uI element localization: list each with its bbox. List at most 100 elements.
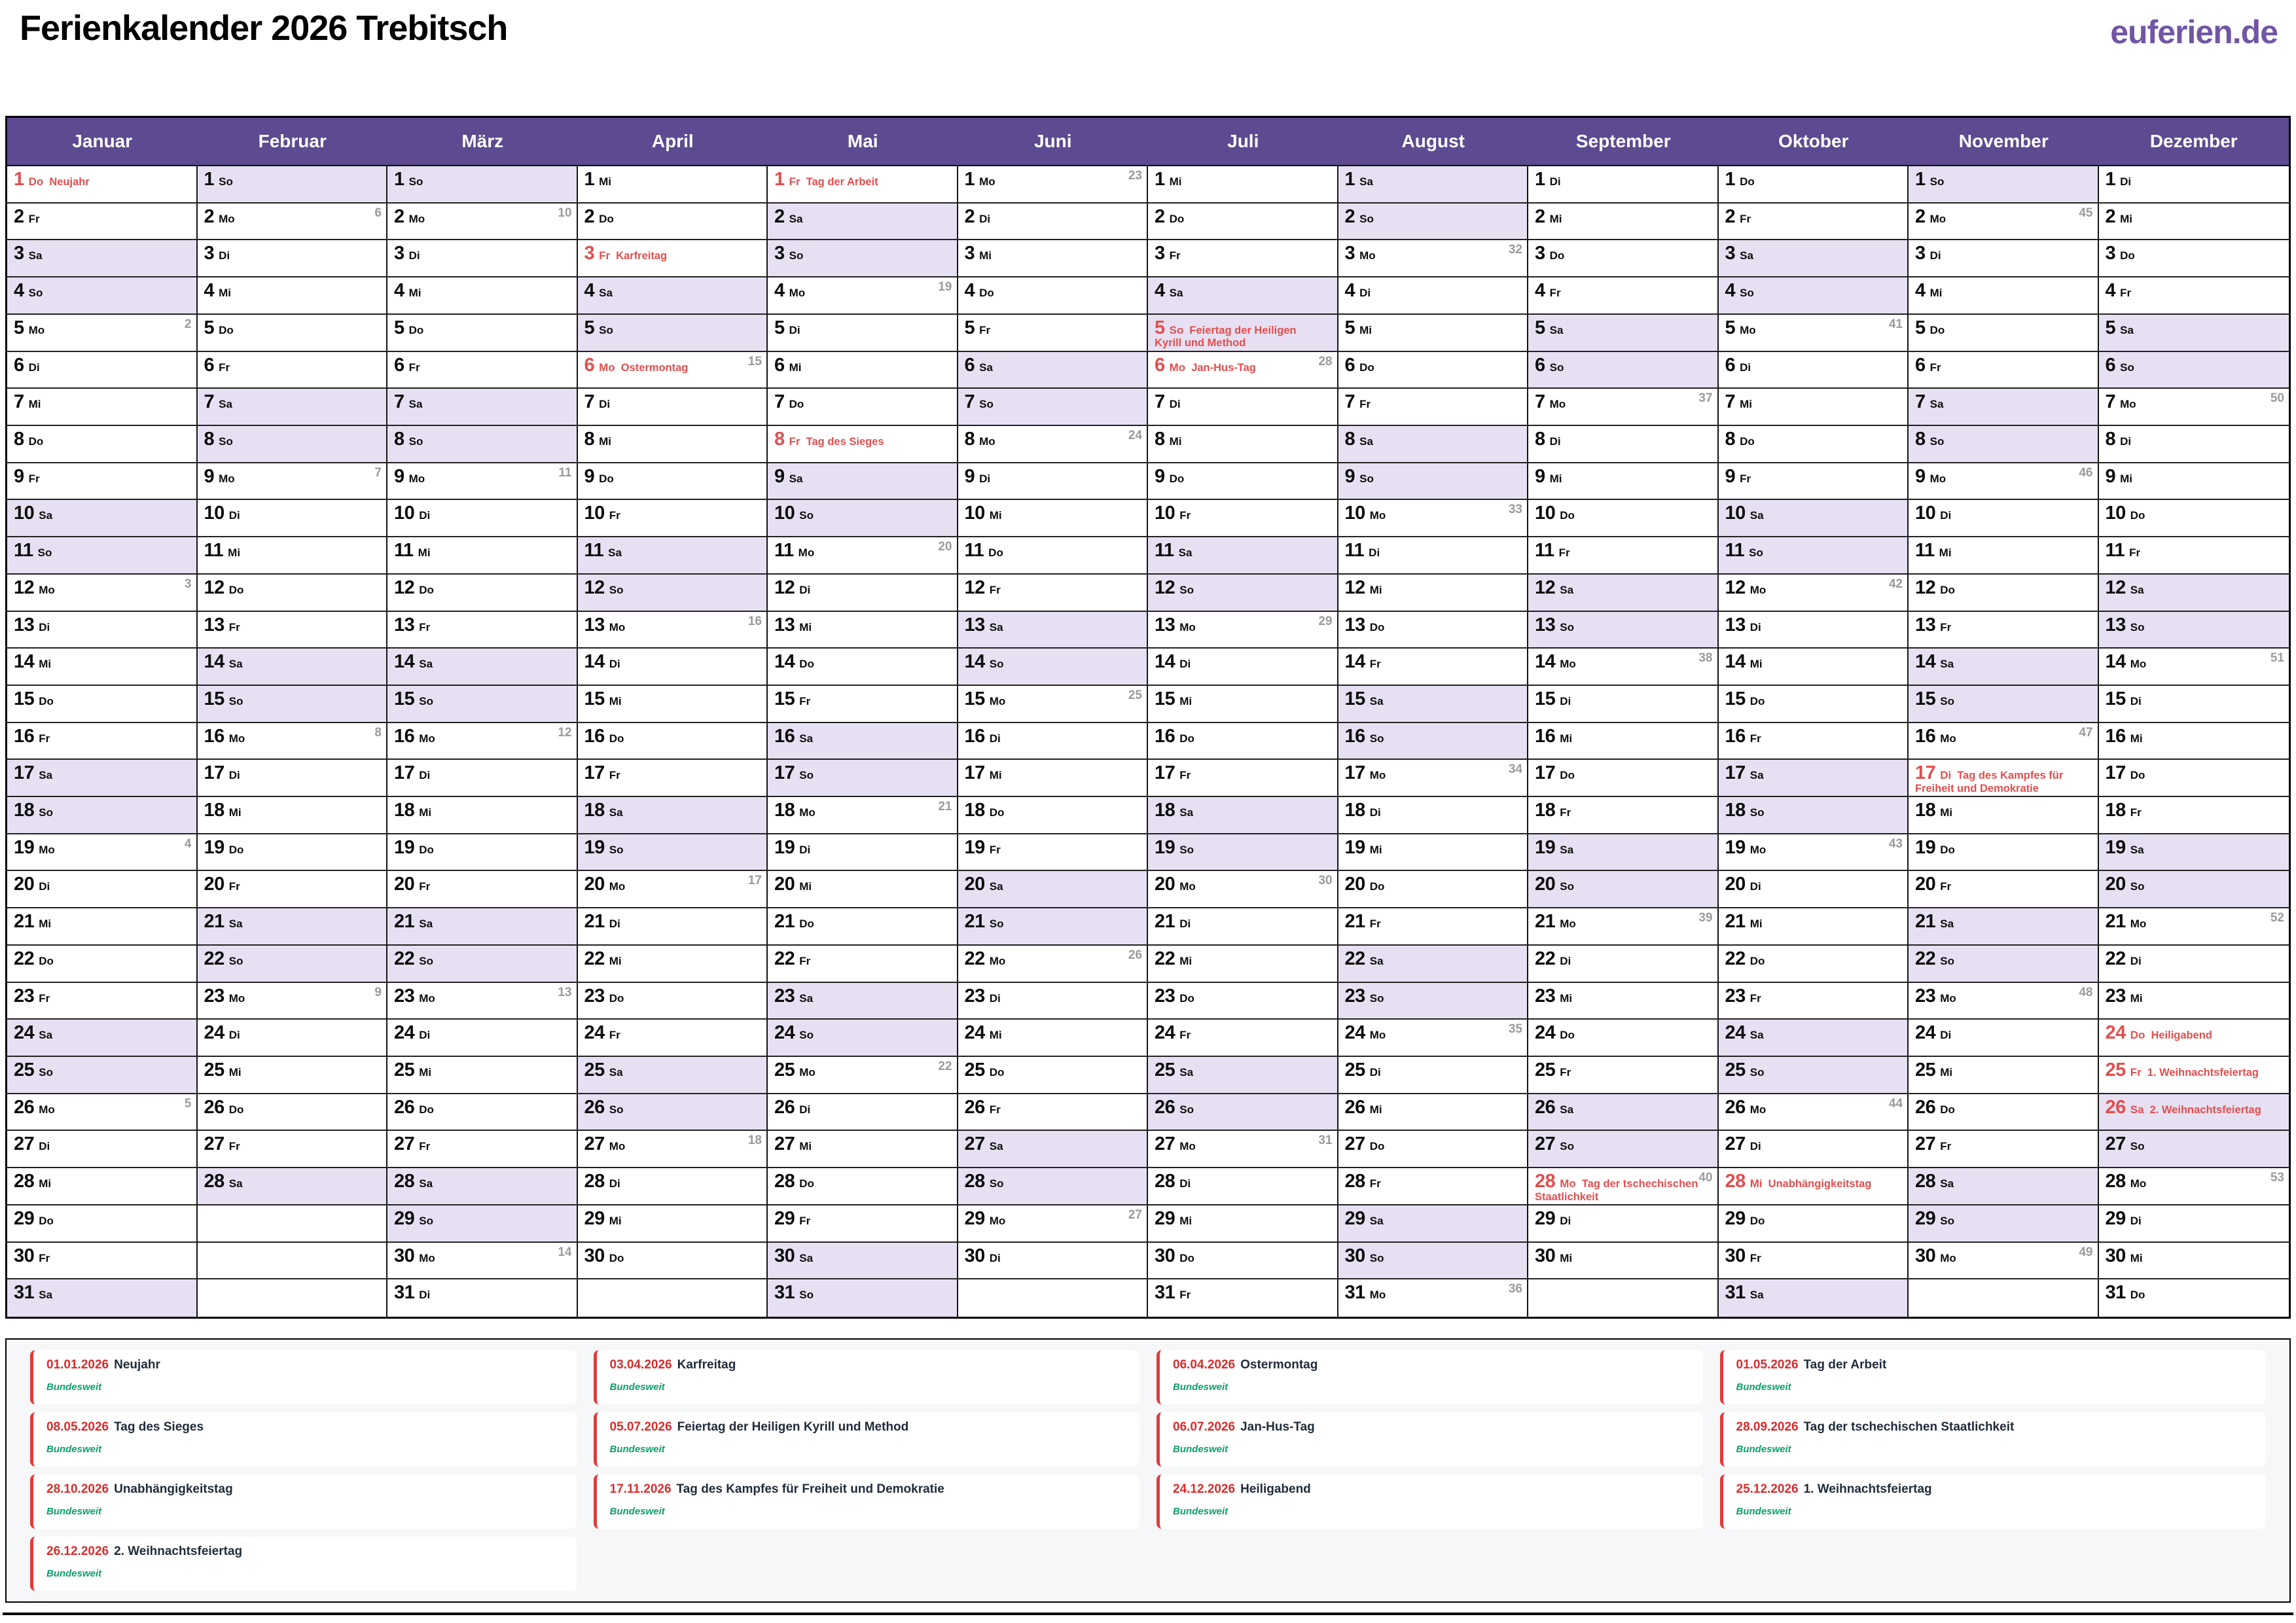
day-cell-1-14: 14 Mi [7,649,198,686]
day-cell-9-18: 18 Fr [1528,797,1719,834]
weekday-abbrev: So [609,843,624,856]
day-number: 9 [1155,465,1165,487]
weekday-abbrev: Fr [419,1140,431,1153]
legend-holiday-date: 06.07.2026 [1173,1420,1236,1434]
day-number: 26 [964,1096,986,1118]
day-number: 18 [1535,800,1556,821]
day-cell-12-23: 23 Mi [2098,982,2289,1020]
day-number: 23 [584,985,605,1007]
day-cell-10-21: 21 Mi [1718,908,1909,946]
day-cell-2-15: 15 So [197,685,387,723]
weekday-abbrev: Fr [1549,287,1561,300]
weekday-abbrev: Do [419,583,434,596]
day-number: 15 [14,688,35,709]
day-cell-1-31: 31 Sa [7,1279,198,1317]
weekday-abbrev: Di [219,249,230,262]
day-cell-4-6: 6 Mo Ostermontag 15 [577,351,768,389]
day-number: 27 [14,1133,35,1155]
day-cell-9-7: 7 Mo 37 [1528,389,1719,426]
day-number: 3 [584,243,595,264]
day-number: 26 [204,1096,225,1118]
day-number: 12 [2105,577,2126,598]
weekday-abbrev: Mo [1929,472,1946,485]
week-number: 38 [1698,651,1713,666]
day-number: 27 [964,1133,986,1155]
day-number: 6 [204,354,215,376]
day-cell-3-16: 16 Mo 12 [387,722,578,760]
day-number: 16 [2105,725,2126,747]
day-number: 29 [774,1207,795,1229]
day-cell-12-1: 1 Di [2098,166,2289,204]
day-cell-7-16: 16 Do [1148,722,1338,760]
day-cell-11-28: 28 Sa [1909,1168,2099,1205]
weekday-abbrev: Sa [228,658,243,671]
day-number: 17 [204,762,225,784]
day-cell-6-3: 3 Mi [958,240,1148,278]
weekday-abbrev: Fr [1560,806,1571,819]
day-cell-10-27: 27 Di [1718,1131,1909,1169]
weekday-abbrev: Do [28,435,44,448]
day-cell-8-12: 12 Mi [1338,574,1528,612]
weekday-abbrev: So [1929,435,1945,448]
day-cell-4-1: 1 Mi [577,166,768,204]
week-number: 34 [1508,762,1522,777]
day-cell-12-8: 8 Di [2098,425,2289,463]
weekday-abbrev: Fr [1749,1251,1761,1264]
day-number: 7 [1155,391,1165,413]
day-cell-11-6: 6 Fr [1909,351,2099,389]
day-number: 20 [14,874,35,895]
day-number: 16 [204,725,225,747]
weekday-abbrev: Mi [1749,658,1763,671]
day-number: 21 [1535,911,1556,933]
day-cell-6-29: 29 Mo 27 [958,1205,1148,1243]
day-number: 24 [394,1022,415,1044]
day-number: 27 [1915,1133,1936,1155]
day-number: 14 [14,651,35,673]
day-cell-2-1: 1 So [197,166,387,204]
weekday-abbrev: Sa [1940,658,1954,671]
weekday-abbrev: So [979,398,994,411]
weekday-abbrev: Mo [1359,249,1376,262]
weekday-abbrev: Di [1749,880,1761,893]
day-cell-3-7: 7 Sa [387,389,578,426]
weekday-abbrev: Mi [1929,287,1943,300]
weekday-abbrev: Mo [1179,1140,1196,1153]
day-cell-2-7: 7 Sa [197,389,387,426]
day-cell-12-20: 20 So [2098,871,2289,909]
day-cell-3-6: 6 Fr [387,351,578,389]
weekday-abbrev: Sa [1369,694,1384,707]
weekday-abbrev: Mo [1179,880,1196,893]
legend-item-headline: 26.12.2026 2. Weihnachtsfeiertag [46,1544,564,1559]
day-number: 31 [1155,1282,1175,1304]
day-number: 16 [584,725,605,747]
weekday-abbrev: Di [408,249,420,262]
day-number: 11 [204,540,224,562]
day-number: 31 [394,1282,415,1304]
weekday-abbrev: So [1369,732,1384,745]
day-cell-9-12: 12 Sa [1528,574,1719,612]
day-cell-11-17: 17 Di Tag des Kampfes für Freiheit und Dem… [1909,760,2099,798]
day-number: 9 [774,465,785,487]
day-number: 14 [774,651,795,673]
weekday-abbrev: Sa [2130,1103,2144,1116]
day-number: 7 [964,391,975,413]
weekday-abbrev: Fr [39,1251,50,1264]
weekday-abbrev: Fr [1940,620,1952,633]
weekday-abbrev: Mi [1359,323,1372,336]
day-number: 5 [1915,317,1926,338]
day-cell-11-12: 12 Do [1909,574,2099,612]
day-number: 30 [1535,1245,1556,1266]
day-cell-8-7: 7 Fr [1338,389,1528,426]
day-cell-5-11: 11 Mo 20 [768,537,958,575]
day-number: 16 [1915,725,1936,747]
brand-logo[interactable]: euferien.de [2110,14,2278,50]
day-cell-1-30: 30 Fr [7,1242,198,1280]
day-number: 18 [964,800,986,821]
day-number: 30 [964,1245,986,1266]
month-header-4: April [651,131,694,151]
day-number: 21 [1725,911,1746,933]
week-number: 9 [374,985,382,999]
weekday-abbrev: Do [219,323,234,336]
day-cell-1-4: 4 So [7,277,198,315]
day-cell-4-10: 10 Fr [577,500,768,538]
